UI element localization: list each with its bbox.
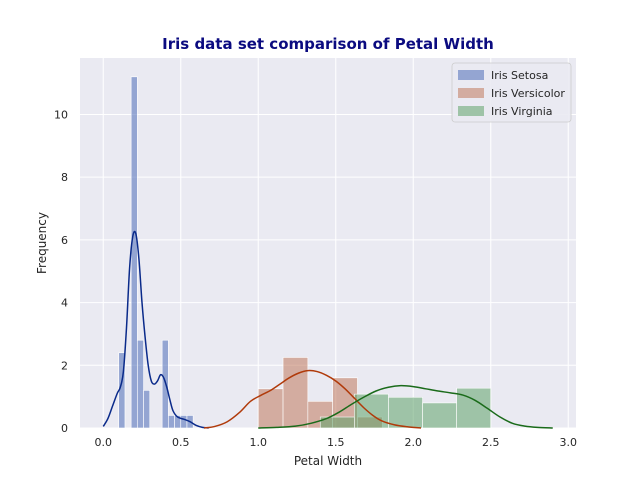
kde-line-iris-virginia [258,384,553,429]
x-tick-label: 2.5 [482,436,500,449]
legend-swatch-iris-virginia [458,106,484,116]
y-tick-label: 4 [61,297,68,310]
bar-iris-versicolor [282,357,309,429]
legend-swatch-iris-versicolor [458,88,484,98]
bar-iris-setosa [180,415,188,429]
y-tick-label: 6 [61,234,68,247]
bar-iris-setosa [137,339,144,429]
y-axis-label: Frequency [35,212,49,274]
kde-line-iris-setosa [102,230,209,429]
legend-label-iris-versicolor: Iris Versicolor [491,87,565,100]
legend-label-iris-virginia: Iris Virginia [491,105,553,118]
kde-line-iris-versicolor [203,369,422,429]
legend: Iris Setosa Iris Versicolor Iris Virginia [451,62,572,123]
bar-iris-virginia [388,396,423,429]
legend-label-iris-setosa: Iris Setosa [491,69,548,82]
y-tick-label: 10 [54,108,68,121]
x-ticks: 0.0 0.5 1.0 1.5 2.0 2.5 3.0 [95,436,578,449]
bar-iris-setosa [143,390,151,429]
x-axis-label: Petal Width [294,454,362,468]
y-tick-label: 0 [61,422,68,435]
bar-iris-setosa [168,415,175,429]
bar-iris-setosa [130,76,138,429]
x-tick-label: 2.0 [405,436,423,449]
x-tick-label: 1.0 [250,436,268,449]
y-ticks: 0 2 4 6 8 10 [54,108,68,435]
x-tick-label: 1.5 [327,436,345,449]
bar-iris-virginia [422,402,457,429]
kde-curves [102,230,553,429]
y-tick-label: 8 [61,171,68,184]
x-tick-label: 0.5 [172,436,190,449]
y-tick-label: 2 [61,359,68,372]
chart-title: Iris data set comparison of Petal Width [162,35,494,53]
x-tick-label: 0.0 [95,436,113,449]
x-tick-label: 3.0 [560,436,578,449]
legend-swatch-iris-setosa [458,70,484,80]
